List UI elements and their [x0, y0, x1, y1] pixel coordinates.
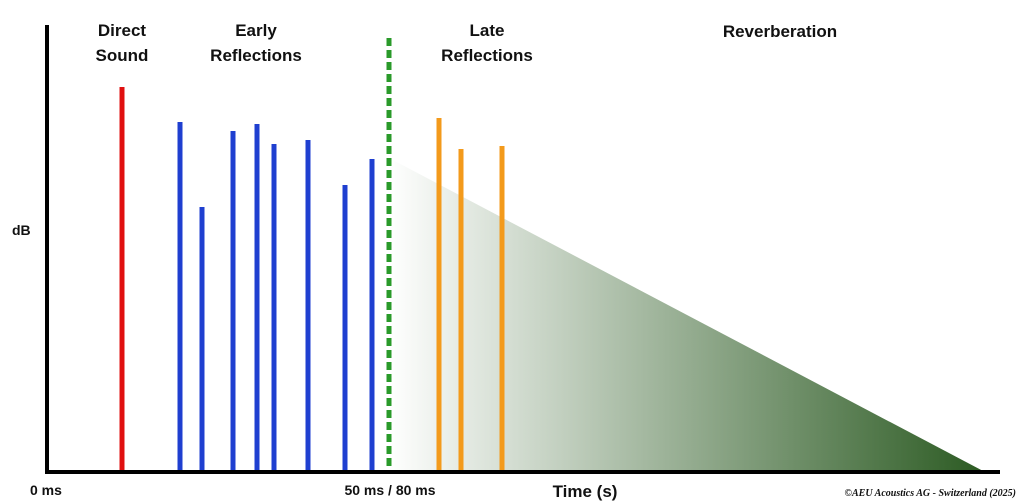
copyright: ©AEU Acoustics AG - Switzerland (2025)	[845, 488, 1016, 499]
region-label: Reflections	[210, 46, 302, 65]
y-axis-label: dB	[12, 222, 31, 238]
region-label: Reflections	[441, 46, 533, 65]
reflections	[119, 87, 505, 470]
region-label: Late	[470, 21, 505, 40]
reverberation-decay	[389, 158, 985, 472]
x-start-label: 0 ms	[30, 482, 62, 498]
x-axis-label: Time (s)	[553, 482, 618, 501]
region-label: Sound	[96, 46, 149, 65]
region-label: Direct	[98, 21, 147, 40]
x-boundary-label: 50 ms / 80 ms	[344, 482, 435, 498]
region-label: Reverberation	[723, 22, 837, 41]
region-label: Early	[235, 21, 277, 40]
